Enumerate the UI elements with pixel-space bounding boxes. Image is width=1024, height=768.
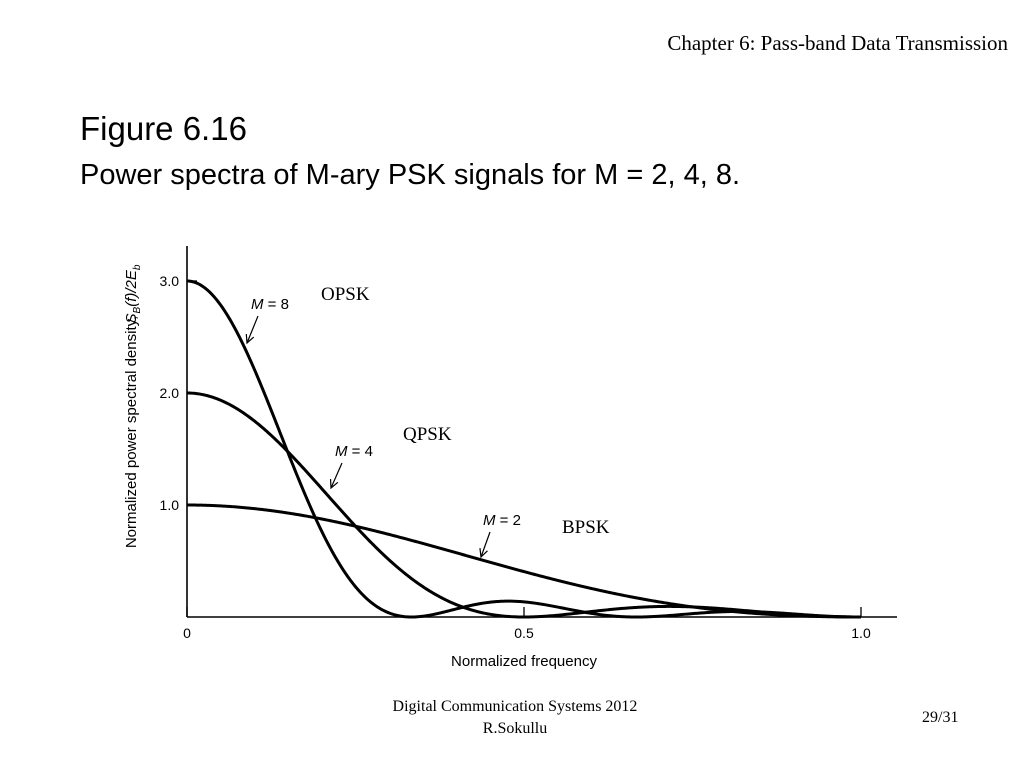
modulation-label-qpsk: QPSK (403, 424, 452, 445)
footer-course: Digital Communication Systems 2012 (392, 698, 638, 715)
y-axis-symbol: SB(f)/2Eb (123, 264, 143, 323)
footer: Digital Communication Systems 2012 R.Sok… (0, 696, 1024, 740)
annotation-arrowhead (245, 334, 255, 345)
annotation-arrow (480, 531, 491, 558)
y-tick-label: 1.0 (160, 497, 180, 513)
series-line-M4 (186, 391, 862, 619)
x-tick-label: 0 (183, 625, 191, 641)
annotation-arrowhead (329, 479, 339, 490)
figure-title: Figure 6.16 (80, 110, 247, 147)
modulation-label-opsk: OPSK (321, 284, 370, 305)
modulation-label-bpsk: BPSK (562, 517, 610, 538)
annotation-M2: M = 2 (483, 512, 521, 529)
figure-caption: Power spectra of M-ary PSK signals for M… (80, 159, 741, 191)
page-number: 29/31 (922, 709, 959, 726)
y-axis-label: Normalized power spectral density, (123, 316, 140, 548)
series-line-M2 (186, 503, 862, 619)
annotation-M8: M = 8 (251, 296, 289, 313)
annotation-arrow (330, 462, 343, 489)
footer-author: R.Sokullu (482, 720, 548, 737)
y-tick-label: 3.0 (160, 273, 180, 289)
series-line-M8 (186, 279, 862, 619)
annotation-M4: M = 4 (335, 443, 373, 460)
annotation-arrow (246, 315, 259, 344)
chart-axes (186, 246, 897, 618)
x-tick-label: 0.5 (514, 625, 534, 641)
svg-text:SB(f)/2Eb: SB(f)/2Eb (123, 264, 143, 323)
annotation-arrowhead (479, 548, 488, 559)
chapter-header: Chapter 6: Pass-band Data Transmission (667, 31, 1008, 55)
x-tick-label: 1.0 (851, 625, 871, 641)
x-axis-label: Normalized frequency (451, 653, 597, 670)
y-tick-label: 2.0 (160, 385, 180, 401)
